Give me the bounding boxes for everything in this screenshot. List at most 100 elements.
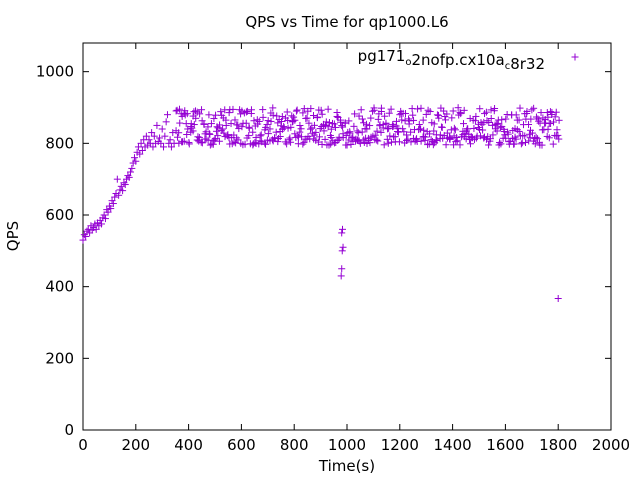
x-tick-label: 0 <box>78 436 88 454</box>
data-point <box>333 108 341 116</box>
data-point <box>460 106 468 114</box>
data-point <box>97 220 105 228</box>
data-point <box>194 133 202 141</box>
data-point <box>287 138 295 146</box>
data-point <box>523 107 531 115</box>
data-point <box>321 135 329 143</box>
data-point <box>481 110 489 118</box>
data-point <box>293 106 301 114</box>
data-point <box>405 120 413 128</box>
data-point <box>516 104 524 112</box>
data-point <box>512 111 520 119</box>
data-point <box>403 131 411 139</box>
data-point <box>544 113 552 121</box>
data-point <box>200 120 208 128</box>
data-point <box>280 123 288 131</box>
data-point <box>207 120 215 128</box>
chart-title: QPS vs Time for qp1000.L6 <box>245 13 448 31</box>
data-point <box>426 130 434 138</box>
data-point <box>517 140 525 148</box>
data-point <box>502 134 510 142</box>
data-point <box>496 139 504 147</box>
data-point <box>532 133 540 141</box>
data-point <box>217 108 225 116</box>
data-point <box>374 137 382 145</box>
data-point <box>204 123 212 131</box>
data-point <box>366 139 374 147</box>
data-point <box>356 139 364 147</box>
data-point <box>415 121 423 129</box>
legend-marker <box>571 53 579 61</box>
data-point <box>209 140 217 148</box>
data-point <box>430 127 438 135</box>
legend: pg171o2nofp.cx10ac8r32 <box>358 47 579 73</box>
data-point <box>173 133 181 141</box>
data-point-outlier <box>554 294 562 302</box>
data-point <box>296 121 304 129</box>
data-point <box>476 126 484 134</box>
data-point <box>286 134 294 142</box>
legend-label: pg171o2nofp.cx10ac8r32 <box>358 47 545 73</box>
data-point <box>307 105 315 113</box>
data-point <box>404 115 412 123</box>
x-axis-label: Time(s) <box>318 457 375 475</box>
data-point <box>396 111 404 119</box>
data-point <box>489 131 497 139</box>
data-point <box>176 119 184 127</box>
data-point <box>350 122 358 130</box>
data-point <box>314 138 322 146</box>
data-point <box>384 139 392 147</box>
data-point <box>363 140 371 148</box>
y-tick-label: 600 <box>45 206 74 224</box>
data-point <box>166 136 174 144</box>
data-point <box>291 116 299 124</box>
data-point <box>153 121 161 129</box>
data-point <box>162 118 170 126</box>
data-point <box>451 126 459 134</box>
data-point <box>354 129 362 137</box>
data-point <box>358 128 366 136</box>
data-point <box>479 126 487 134</box>
data-point <box>467 133 475 141</box>
data-point <box>389 121 397 129</box>
data-point <box>289 117 297 125</box>
data-point <box>385 109 393 117</box>
data-point <box>472 134 480 142</box>
data-point <box>504 130 512 138</box>
x-tick-label: 1400 <box>434 436 472 454</box>
data-point <box>442 141 450 149</box>
data-point <box>158 125 166 133</box>
data-point <box>342 132 350 140</box>
data-point <box>369 107 377 115</box>
data-point <box>267 117 275 125</box>
data-point <box>433 111 441 119</box>
data-point <box>273 112 281 120</box>
data-point <box>551 113 559 121</box>
data-point <box>227 120 235 128</box>
data-point <box>187 120 195 128</box>
data-point <box>238 123 246 131</box>
data-point <box>290 113 298 121</box>
data-point <box>470 124 478 132</box>
data-point <box>192 114 200 122</box>
data-point <box>167 143 175 151</box>
data-point <box>386 132 394 140</box>
data-point <box>438 123 446 131</box>
data-point <box>410 116 418 124</box>
data-point <box>325 119 333 127</box>
data-point <box>196 110 204 118</box>
data-point <box>324 105 332 113</box>
data-point <box>485 141 493 149</box>
x-tick-label: 600 <box>227 436 256 454</box>
data-point <box>510 140 518 148</box>
data-point <box>528 106 536 114</box>
data-point <box>245 132 253 140</box>
data-point <box>498 116 506 124</box>
data-point <box>259 106 267 114</box>
data-point <box>198 139 206 147</box>
data-point <box>313 113 321 121</box>
data-point <box>251 139 259 147</box>
data-point <box>462 135 470 143</box>
data-point-outlier <box>339 243 347 251</box>
data-point <box>547 120 555 128</box>
